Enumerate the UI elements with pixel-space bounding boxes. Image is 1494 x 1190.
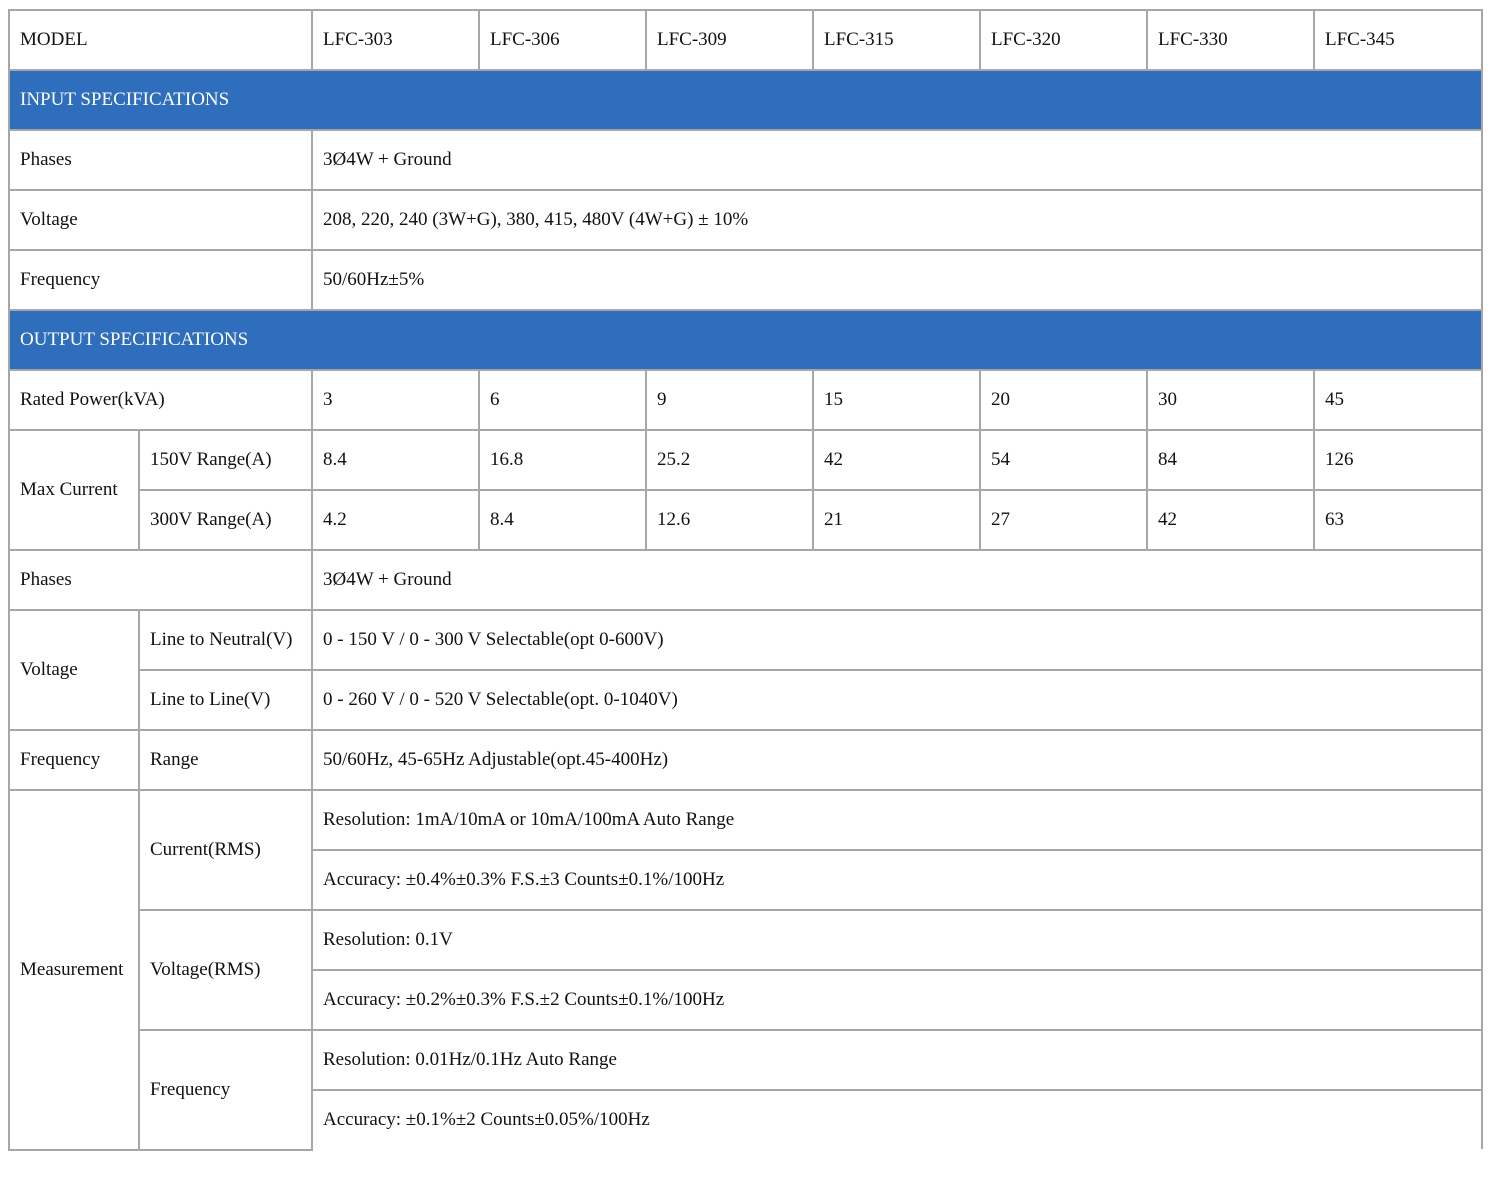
row-value: 3Ø4W + Ground — [311, 129, 1483, 191]
row-value: 3Ø4W + Ground — [311, 549, 1483, 611]
model-name: LFC-320 — [979, 9, 1148, 71]
sub-label: 300V Range(A) — [138, 489, 313, 551]
max-current-300-row: 300V Range(A) 4.2 8.4 12.6 21 27 42 63 — [9, 489, 1483, 551]
cell-value: 84 — [1146, 429, 1315, 491]
row-value: Accuracy: ±0.4%±0.3% F.S.±3 Counts±0.1%/… — [311, 849, 1483, 911]
cell-value: 25.2 — [645, 429, 814, 491]
row-label: Frequency — [8, 729, 140, 791]
row-label: Phases — [8, 129, 313, 191]
measurement-current-acc-row: Accuracy: ±0.4%±0.3% F.S.±3 Counts±0.1%/… — [9, 849, 1483, 911]
cell-value: 63 — [1313, 489, 1483, 551]
cell-value: 3 — [311, 369, 480, 431]
cell-value: 6 — [478, 369, 647, 431]
cell-value: 42 — [1146, 489, 1315, 551]
section-title: INPUT SPECIFICATIONS — [8, 69, 1483, 131]
row-label: Voltage — [8, 609, 140, 731]
model-name: LFC-309 — [645, 9, 814, 71]
cell-value: 42 — [812, 429, 981, 491]
cell-value: 27 — [979, 489, 1148, 551]
row-value: Resolution: 0.1V — [311, 909, 1483, 971]
row-label: Phases — [8, 549, 313, 611]
sub-label: Frequency — [138, 1029, 313, 1151]
measurement-frequency-acc-row: Accuracy: ±0.1%±2 Counts±0.05%/100Hz — [9, 1089, 1483, 1151]
section-title: OUTPUT SPECIFICATIONS — [8, 309, 1483, 371]
model-name: LFC-303 — [311, 9, 480, 71]
sub-label: Current(RMS) — [138, 789, 313, 911]
model-name: LFC-315 — [812, 9, 981, 71]
output-frequency-row: Frequency Range 50/60Hz, 45-65Hz Adjusta… — [8, 729, 1483, 791]
cell-value: 9 — [645, 369, 814, 431]
cell-value: 45 — [1313, 369, 1483, 431]
model-label: MODEL — [8, 9, 313, 71]
measurement-frequency-res-row: Frequency Resolution: 0.01Hz/0.1Hz Auto … — [9, 1029, 1483, 1151]
input-voltage-row: Voltage 208, 220, 240 (3W+G), 380, 415, … — [8, 189, 1483, 251]
cell-value: 4.2 — [311, 489, 480, 551]
row-label: Frequency — [8, 249, 313, 311]
cell-value: 8.4 — [478, 489, 647, 551]
input-section-header: INPUT SPECIFICATIONS — [8, 69, 1483, 131]
row-value: Accuracy: ±0.2%±0.3% F.S.±2 Counts±0.1%/… — [311, 969, 1483, 1031]
cell-value: 126 — [1313, 429, 1483, 491]
cell-value: 12.6 — [645, 489, 814, 551]
input-phases-row: Phases 3Ø4W + Ground — [8, 129, 1483, 191]
row-label: Voltage — [8, 189, 313, 251]
cell-value: 30 — [1146, 369, 1315, 431]
spec-table: MODEL LFC-303 LFC-306 LFC-309 LFC-315 LF… — [8, 9, 1483, 1151]
sub-label: Line to Neutral(V) — [138, 609, 313, 671]
output-voltage-ll-row: Line to Line(V) 0 - 260 V / 0 - 520 V Se… — [9, 669, 1483, 731]
cell-value: 20 — [979, 369, 1148, 431]
row-value: 0 - 150 V / 0 - 300 V Selectable(opt 0-6… — [311, 609, 1483, 671]
cell-value: 15 — [812, 369, 981, 431]
sub-label: Line to Line(V) — [138, 669, 313, 731]
measurement-current-res-row: Measurement Current(RMS) Resolution: 1mA… — [8, 789, 1483, 1151]
sub-label: Range — [138, 729, 313, 791]
cell-value: 21 — [812, 489, 981, 551]
input-frequency-row: Frequency 50/60Hz±5% — [8, 249, 1483, 311]
measurement-voltage-res-row: Voltage(RMS) Resolution: 0.1V — [9, 909, 1483, 1031]
model-name: LFC-306 — [478, 9, 647, 71]
row-value: 0 - 260 V / 0 - 520 V Selectable(opt. 0-… — [311, 669, 1483, 731]
sub-label: Voltage(RMS) — [138, 909, 313, 1031]
measurement-voltage-acc-row: Accuracy: ±0.2%±0.3% F.S.±2 Counts±0.1%/… — [9, 969, 1483, 1031]
row-value: Resolution: 1mA/10mA or 10mA/100mA Auto … — [311, 789, 1483, 851]
model-header-row: MODEL LFC-303 LFC-306 LFC-309 LFC-315 LF… — [8, 9, 1483, 71]
max-current-150-row: Max Current 150V Range(A) 8.4 16.8 25.2 … — [8, 429, 1483, 551]
output-voltage-ln-row: Voltage Line to Neutral(V) 0 - 150 V / 0… — [8, 609, 1483, 731]
model-name: LFC-330 — [1146, 9, 1315, 71]
cell-value: 16.8 — [478, 429, 647, 491]
row-label: Max Current — [8, 429, 140, 551]
cell-value: 8.4 — [311, 429, 480, 491]
cell-value: 54 — [979, 429, 1148, 491]
model-name: LFC-345 — [1313, 9, 1483, 71]
row-value: Resolution: 0.01Hz/0.1Hz Auto Range — [311, 1029, 1483, 1091]
row-value: Accuracy: ±0.1%±2 Counts±0.05%/100Hz — [311, 1089, 1483, 1151]
row-value: 50/60Hz, 45-65Hz Adjustable(opt.45-400Hz… — [311, 729, 1483, 791]
row-value: 208, 220, 240 (3W+G), 380, 415, 480V (4W… — [311, 189, 1483, 251]
sub-label: 150V Range(A) — [138, 429, 313, 491]
row-label: Rated Power(kVA) — [8, 369, 313, 431]
row-value: 50/60Hz±5% — [311, 249, 1483, 311]
row-label: Measurement — [8, 789, 140, 1151]
output-section-header: OUTPUT SPECIFICATIONS — [8, 309, 1483, 371]
output-phases-row: Phases 3Ø4W + Ground — [8, 549, 1483, 611]
rated-power-row: Rated Power(kVA) 3 6 9 15 20 30 45 — [8, 369, 1483, 431]
